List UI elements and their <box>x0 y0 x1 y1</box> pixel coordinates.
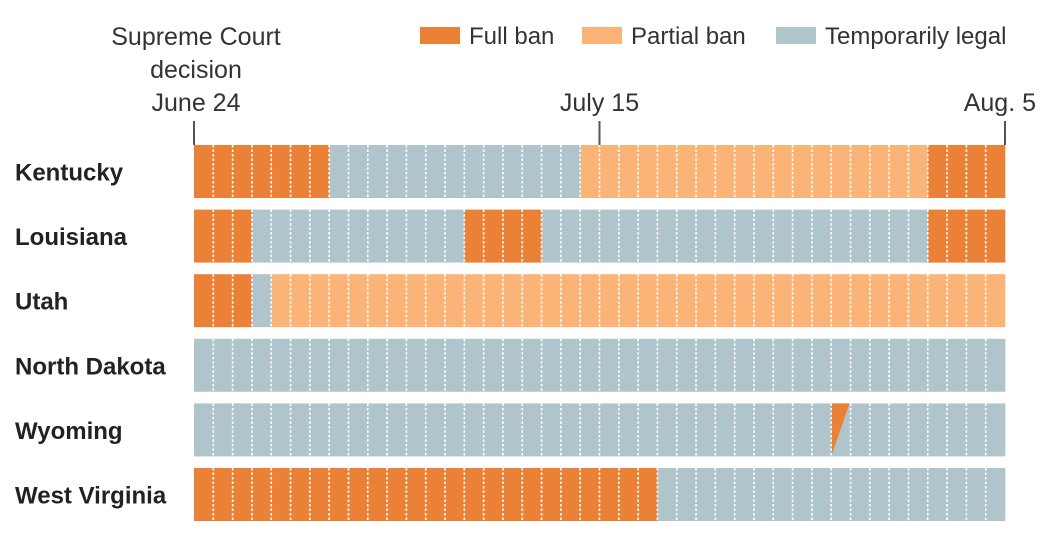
segment-full <box>194 274 253 328</box>
state-label: Louisiana <box>15 224 128 251</box>
state-label: Wyoming <box>15 418 123 445</box>
segment-legal <box>541 209 929 263</box>
legend-swatch-partial <box>582 27 622 44</box>
segment-legal <box>850 403 1006 457</box>
segment-full <box>927 145 1006 198</box>
state-label: Kentucky <box>15 160 124 187</box>
axis-annotation-label: July 15 <box>560 89 639 117</box>
legend-label-full: Full ban <box>469 23 554 50</box>
axis-annotation-label: Aug. 5 <box>964 89 1036 117</box>
segment-legal <box>194 403 832 457</box>
axis-annotation-label: decision <box>150 56 242 84</box>
segment-full <box>194 145 330 198</box>
segment-legal <box>329 145 581 198</box>
state-label: West Virginia <box>15 483 167 510</box>
segment-legal <box>251 209 465 263</box>
segment-full-partial-day <box>831 403 850 457</box>
legend-swatch-full <box>420 27 460 44</box>
segment-full <box>927 209 1006 263</box>
segment-partial <box>580 145 929 198</box>
state-label: North Dakota <box>15 353 166 380</box>
segment-partial <box>271 274 1006 328</box>
segment-full <box>464 209 542 263</box>
axis-annotation-label: June 24 <box>152 89 241 117</box>
state-label: Utah <box>15 289 68 316</box>
legend-swatch-legal <box>776 27 816 44</box>
segment-legal <box>657 468 1006 521</box>
segment-legal <box>251 274 272 328</box>
segment-full <box>194 468 658 521</box>
segment-legal <box>194 338 1006 392</box>
segment-full <box>194 209 253 263</box>
legend-label-partial: Partial ban <box>631 23 746 50</box>
axis-annotation-label: Supreme Court <box>111 23 281 51</box>
legend-label-legal: Temporarily legal <box>825 23 1006 50</box>
